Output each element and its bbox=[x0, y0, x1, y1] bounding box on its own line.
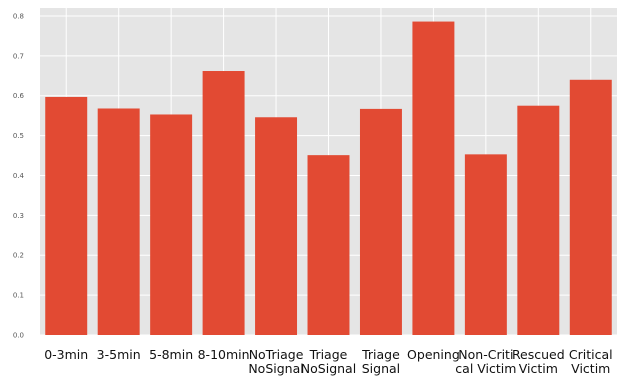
x-tick-label-line: Opening bbox=[407, 347, 460, 362]
x-tick-label-line: cal Victim bbox=[455, 361, 516, 376]
x-axis: 0-3min 3-5min 5-8min 8-10min NoTriage NoSigna… bbox=[44, 347, 612, 376]
x-tick-label: 0-3min bbox=[44, 347, 88, 362]
x-tick-label: Opening bbox=[407, 347, 460, 362]
x-tick-label-line: NoSignal bbox=[301, 361, 356, 376]
x-tick-label-line: 8-10min bbox=[198, 347, 250, 362]
y-tick-label: 0.1 bbox=[13, 292, 24, 300]
bar bbox=[464, 154, 507, 335]
x-tick-label-line: Victim bbox=[571, 361, 610, 376]
bar bbox=[569, 79, 612, 335]
x-tick-label: NoTriage NoSignal bbox=[248, 347, 303, 376]
y-tick-label: 0.2 bbox=[13, 252, 24, 260]
x-tick-label-line: Triage bbox=[361, 347, 400, 362]
bar bbox=[202, 71, 245, 335]
x-tick-label-line: NoTriage bbox=[249, 347, 304, 362]
x-tick-label: Triage NoSignal bbox=[301, 347, 356, 376]
bars bbox=[45, 21, 612, 336]
bar bbox=[517, 105, 560, 335]
x-tick-label-line: Rescued bbox=[512, 347, 565, 362]
x-tick-label-line: Victim bbox=[519, 361, 558, 376]
y-axis: 0.0 0.1 0.2 0.3 0.4 0.5 0.6 0.7 0.8 bbox=[13, 12, 25, 339]
y-tick-label: 0.7 bbox=[13, 52, 24, 60]
x-tick-label-line: 0-3min bbox=[44, 347, 88, 362]
bar bbox=[150, 114, 193, 335]
x-tick-label-line: NoSignal bbox=[248, 361, 303, 376]
bar bbox=[359, 108, 402, 335]
y-tick-label: 0.6 bbox=[13, 92, 25, 100]
y-tick-label: 0.8 bbox=[13, 12, 24, 20]
bar bbox=[97, 108, 140, 336]
x-tick-label: Rescued Victim bbox=[512, 347, 565, 376]
y-tick-label: 0.5 bbox=[13, 132, 24, 140]
x-tick-label-line: Signal bbox=[362, 361, 400, 376]
x-tick-label-line: Critical bbox=[569, 347, 613, 362]
x-tick-label: Critical Victim bbox=[569, 347, 613, 376]
x-tick-label: 3-5min bbox=[97, 347, 141, 362]
x-tick-label: Non-Criti cal Victim bbox=[455, 347, 516, 376]
y-tick-label: 0.3 bbox=[13, 212, 24, 220]
y-tick-label: 0.4 bbox=[13, 172, 25, 180]
y-tick-label: 0.0 bbox=[13, 332, 24, 340]
x-tick-label-line: Triage bbox=[309, 347, 348, 362]
x-tick-label-line: 3-5min bbox=[97, 347, 141, 362]
x-tick-label-line: Non-Criti bbox=[458, 347, 513, 362]
x-tick-label: 8-10min bbox=[198, 347, 250, 362]
bar bbox=[412, 21, 455, 336]
x-tick-label-line: 5-8min bbox=[149, 347, 193, 362]
x-tick-label: Triage Signal bbox=[361, 347, 400, 376]
bar bbox=[255, 117, 298, 335]
bar bbox=[45, 96, 88, 336]
x-tick-label: 5-8min bbox=[149, 347, 193, 362]
bar bbox=[307, 155, 350, 335]
